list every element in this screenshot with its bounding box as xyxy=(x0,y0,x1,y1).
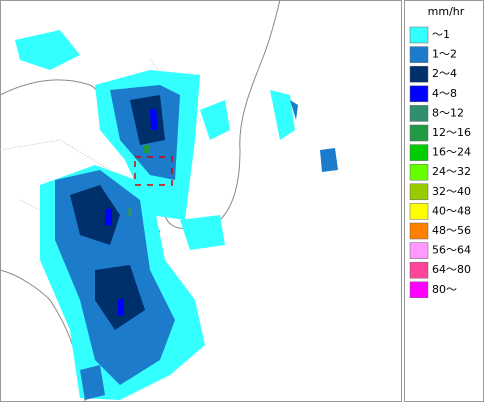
legend-swatch xyxy=(409,163,429,181)
rain-area xyxy=(15,30,295,250)
legend-title: mm/hr xyxy=(428,5,465,18)
legend-label: 64～80 xyxy=(432,263,471,276)
legend-label: 16～24 xyxy=(432,146,471,159)
legend-swatch xyxy=(409,46,429,63)
rain-area xyxy=(143,145,149,153)
legend-swatch xyxy=(409,222,429,240)
legend-swatch xyxy=(409,26,429,44)
legend-label: 80～ xyxy=(432,283,457,296)
legend-swatch xyxy=(409,242,429,259)
legend-label: 40～48 xyxy=(432,204,471,217)
legend-label: 32～40 xyxy=(432,185,471,198)
legend-swatch xyxy=(409,203,429,220)
legend-swatch xyxy=(409,124,429,142)
legend-swatch xyxy=(409,85,429,103)
coastline xyxy=(0,0,281,230)
legend-label: 8～12 xyxy=(432,106,464,119)
rain-area xyxy=(105,108,158,316)
legend-label: 2～4 xyxy=(432,67,457,80)
legend-swatch xyxy=(409,65,429,83)
legend-swatch xyxy=(409,261,429,279)
legend-swatch xyxy=(409,105,429,122)
focus-marker xyxy=(134,156,173,186)
legend-swatch xyxy=(409,183,429,201)
radar-map xyxy=(0,0,402,402)
rain-area xyxy=(70,95,165,330)
legend-label: 12～16 xyxy=(432,126,471,139)
rain-area xyxy=(128,208,132,216)
legend-label: 48～56 xyxy=(432,224,471,237)
legend-swatch xyxy=(409,281,429,299)
legend-label: 1～2 xyxy=(432,48,457,61)
legend: mm/hr ～1 1～2 2～4 4～8 8～12 12～16 16～24 24～32 32～4… xyxy=(404,0,484,402)
legend-label: 56～64 xyxy=(432,244,471,257)
legend-swatch xyxy=(409,144,429,161)
legend-label: 24～32 xyxy=(432,165,471,178)
legend-label: ～1 xyxy=(432,28,450,41)
legend-label: 4～8 xyxy=(432,87,457,100)
